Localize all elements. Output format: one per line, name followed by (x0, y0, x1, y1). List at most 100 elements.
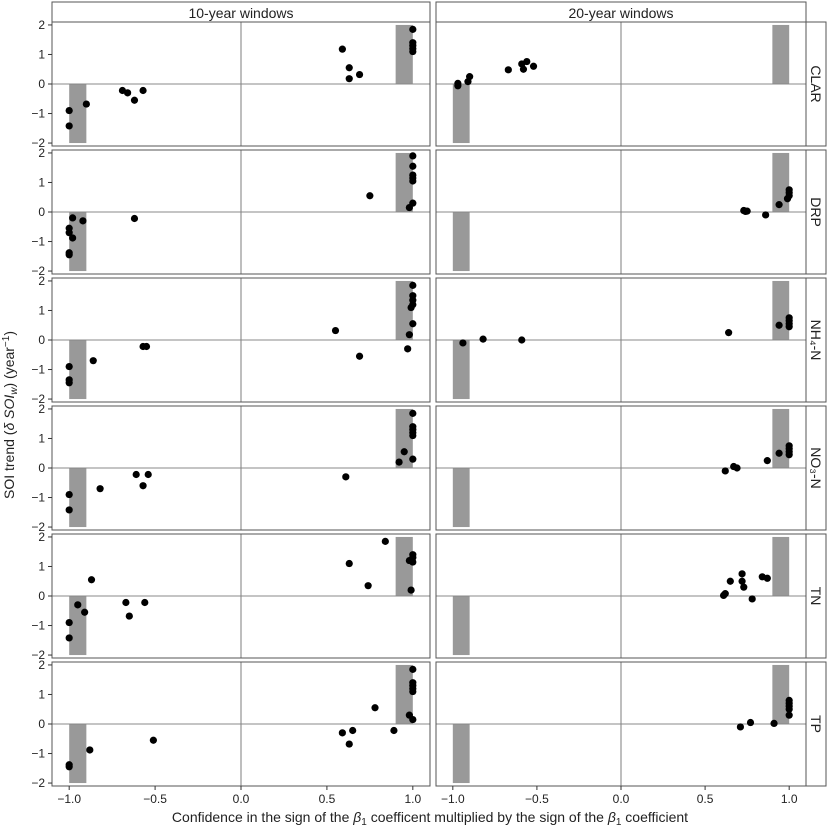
data-point (409, 431, 417, 440)
y-tick-label: 0 (38, 205, 45, 219)
row-strip-label: CLAR (808, 65, 824, 102)
data-point (390, 726, 398, 735)
shaded-region (395, 24, 413, 84)
data-point (459, 339, 467, 347)
row-strip-label: DRP (808, 197, 824, 227)
x-tick-label: −0.5 (525, 792, 549, 806)
data-point (479, 335, 487, 343)
data-point (721, 467, 729, 475)
column-strips: 10-year windows 20-year windows (51, 1, 807, 23)
panel-border (435, 21, 807, 147)
data-point (785, 711, 793, 719)
data-point (65, 251, 73, 259)
data-point (130, 214, 139, 223)
row-strip-label: NH₄-N (808, 320, 824, 361)
shaded-region (452, 340, 470, 400)
data-point (748, 595, 756, 603)
column-strip-label: 10-year windows (188, 5, 293, 21)
data-point (141, 598, 149, 607)
data-point (405, 203, 413, 212)
data-point (366, 192, 374, 200)
data-point (338, 729, 346, 737)
data-point (409, 47, 417, 56)
shaded-region (452, 596, 470, 656)
y-tick-label: −2 (31, 136, 45, 150)
data-point (407, 303, 415, 312)
data-point (740, 583, 748, 591)
y-tick-label: 0 (38, 333, 45, 347)
data-point (725, 329, 733, 337)
data-point (409, 558, 417, 566)
shaded-region (395, 280, 413, 340)
data-point (523, 57, 531, 66)
data-point (785, 705, 793, 713)
data-point (139, 86, 147, 95)
x-tick-label: 0.5 (697, 792, 714, 806)
y-tick-label: 1 (38, 560, 45, 574)
data-point (142, 342, 151, 351)
row-strip-label: NO₃-N (808, 447, 824, 488)
panel-border (435, 277, 807, 403)
data-point (746, 718, 755, 727)
data-point (342, 473, 350, 481)
shaded-region (395, 152, 413, 212)
y-tick-label: 2 (38, 402, 45, 416)
y-tick-label: −2 (31, 520, 45, 534)
data-point (409, 320, 417, 328)
y-tick-label: 1 (38, 48, 45, 62)
data-point (381, 537, 389, 545)
y-tick-label: 1 (38, 304, 45, 318)
shaded-region (772, 664, 790, 724)
y-tick-label: 0 (38, 77, 45, 91)
data-point (65, 379, 73, 387)
data-point (355, 70, 364, 79)
data-point (87, 576, 96, 584)
data-point (738, 577, 746, 585)
x-tick-label: 0.0 (613, 792, 630, 806)
panel-no-n-20-year-windows (435, 405, 807, 531)
data-point (736, 723, 745, 731)
data-point (775, 201, 783, 209)
data-point (529, 62, 538, 70)
shaded-region (69, 724, 87, 784)
shaded-region (772, 24, 790, 84)
x-tick-label: 1.0 (404, 792, 421, 806)
y-tick-label: 0 (38, 461, 45, 475)
y-tick-label: −2 (31, 264, 45, 278)
y-tick-label: 1 (38, 688, 45, 702)
data-point (349, 726, 357, 735)
y-tick-label: −1 (31, 235, 45, 249)
y-tick-label: −1 (31, 491, 45, 505)
data-point (409, 715, 417, 724)
data-point (518, 336, 526, 344)
data-point (355, 352, 364, 360)
shaded-region (452, 468, 470, 528)
data-point (407, 586, 415, 594)
y-tick-label: 2 (38, 530, 45, 544)
y-tick-label: 0 (38, 589, 45, 603)
panel-nh-n-10-year-windows (51, 277, 431, 403)
data-point (345, 559, 353, 568)
data-point (371, 704, 379, 712)
shaded-region (395, 536, 413, 596)
shaded-region (772, 408, 790, 468)
data-point (785, 451, 793, 459)
data-point (345, 75, 353, 83)
panel-tp-10-year-windows (51, 661, 431, 787)
row-strip-label: TP (808, 715, 824, 733)
y-tick-label: 1 (38, 432, 45, 446)
panel-border (435, 533, 807, 659)
data-point (775, 321, 783, 329)
data-point (144, 470, 152, 479)
data-point (409, 455, 417, 463)
data-point (763, 574, 771, 582)
y-axis-title: SOI trend (δ SOIw) (year−1) (1, 331, 20, 499)
y-tick-label: 0 (38, 717, 45, 731)
data-point (409, 687, 417, 696)
data-point (726, 577, 734, 585)
data-point (65, 634, 73, 642)
data-point (364, 582, 372, 590)
data-point (409, 281, 417, 289)
data-point (65, 122, 73, 130)
x-tick-label: −0.5 (143, 792, 167, 806)
